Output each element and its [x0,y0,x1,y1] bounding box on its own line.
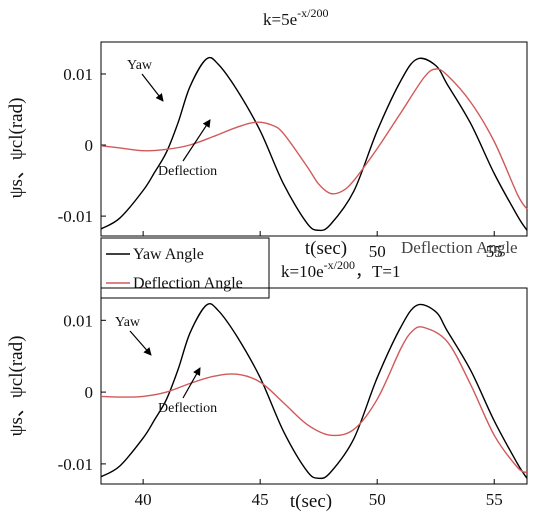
top-annot-deflection-arrow [182,119,211,162]
bottom-ytick-label-2: -0.01 [58,455,93,474]
bottom-chart: k=10e-x/200，T=1 40 45 50 55 0.01 0 -0.01 ψs、ψc… [6,258,528,512]
bottom-xtick-label-45: 45 [252,490,269,509]
bottom-title-sup: -x/200 [324,258,355,272]
top-xtick-label-50: 50 [369,242,386,261]
top-ylabel: ψs、ψcl(rad) [6,98,27,199]
bottom-xtick-label-50: 50 [369,490,386,509]
bottom-annot-deflection: Deflection [158,401,217,416]
bottom-xlabel: t(sec) [290,491,332,512]
legend-label-deflection: Deflection Angle [133,275,243,292]
top-xtick-label-55: 55 [486,242,503,261]
top-title-sup: -x/200 [297,6,328,20]
bottom-annot-yaw: Yaw [115,315,141,330]
bottom-ylabel: ψs、ψcl(rad) [6,336,27,437]
top-title: k=5e-x/200 [263,6,328,29]
bottom-title-suffix: ，T=1 [355,262,400,281]
bottom-xtick-label-40: 40 [135,490,152,509]
top-xlabel: t(sec) [305,238,347,259]
top-plot-frame [100,41,528,237]
extra-text-deflection-angle: Deflection Angle [401,238,518,257]
top-annot-deflection: Deflection [158,164,217,179]
bottom-series [100,302,528,480]
top-ytick-label-0: 0.01 [63,65,93,84]
bottom-series-yaw-angle [100,302,528,480]
bottom-xtick-label-55: 55 [486,490,503,509]
top-series [100,56,528,232]
bottom-ytick-label-0: 0.01 [63,311,93,330]
bottom-annot-deflection-arrow [182,367,201,399]
bottom-annot-yaw-arrow [129,330,152,356]
top-series-yaw-angle [100,56,528,232]
top-annot-yaw-arrow [141,73,164,102]
bottom-ytick-label-1: 0 [85,383,94,402]
bottom-title: k=10e-x/200，T=1 [281,258,400,281]
bottom-title-main: k=10e [281,262,324,281]
legend: Yaw Angle Deflection Angle [100,237,270,299]
top-series-deflection-angle [100,68,528,210]
bottom-ticks: 40 45 50 55 0.01 0 -0.01 [58,311,503,509]
bottom-plot-frame [100,287,528,485]
top-annot-yaw: Yaw [127,58,153,73]
top-title-main: k=5e [263,10,297,29]
legend-label-yaw: Yaw Angle [133,246,204,263]
top-ytick-label-1: 0 [85,136,94,155]
top-ytick-label-2: -0.01 [58,207,93,226]
bottom-series-deflection-angle [100,326,528,474]
